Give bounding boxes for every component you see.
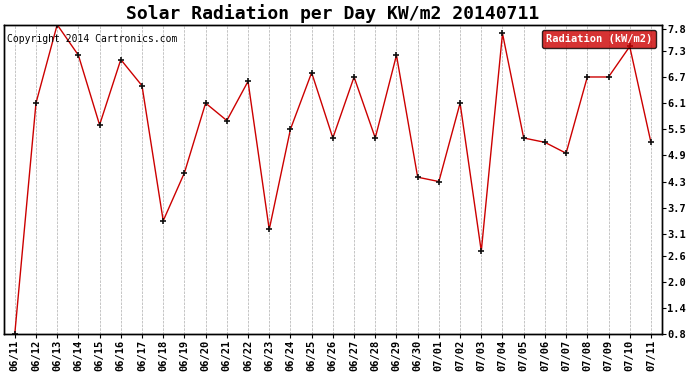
Legend: Radiation (kW/m2): Radiation (kW/m2) — [542, 30, 656, 48]
Text: Copyright 2014 Cartronics.com: Copyright 2014 Cartronics.com — [8, 34, 178, 44]
Title: Solar Radiation per Day KW/m2 20140711: Solar Radiation per Day KW/m2 20140711 — [126, 4, 540, 23]
